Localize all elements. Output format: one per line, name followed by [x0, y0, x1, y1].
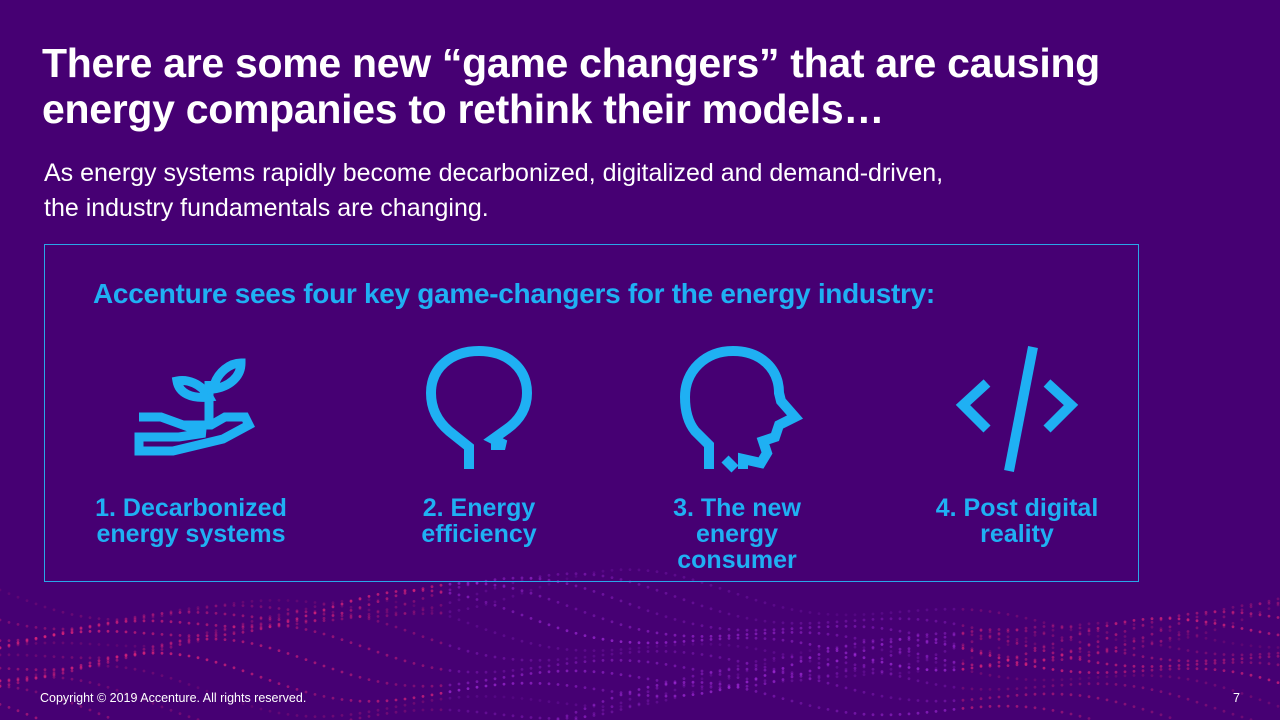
code-brackets-icon [955, 346, 1079, 472]
decorative-wave-pattern [0, 568, 1280, 720]
item-label: 4. Post digital reality [935, 494, 1099, 548]
item-label: 3. The new energy consumer [673, 494, 801, 574]
game-changer-item-1: 1. Decarbonized energy systems [61, 341, 321, 547]
game-changer-item-4: 4. Post digital reality [887, 341, 1147, 547]
lightbulb-icon [425, 345, 533, 469]
game-changer-item-2: 2. Energy efficiency [349, 341, 609, 547]
slide-title: There are some new “game changers” that … [42, 40, 1100, 132]
item-label: 2. Energy efficiency [421, 494, 537, 548]
copyright-notice: Copyright © 2019 Accenture. All rights r… [40, 691, 307, 705]
game-changer-item-3: 3. The new energy consumer [607, 341, 867, 573]
hand-sprout-icon [134, 358, 255, 456]
box-heading: Accenture sees four key game-changers fo… [93, 278, 935, 309]
game-changers-box: Accenture sees four key game-changers fo… [44, 244, 1139, 582]
slide-subtitle: As energy systems rapidly become decarbo… [44, 159, 944, 222]
item-label: 1. Decarbonized energy systems [95, 494, 287, 548]
page-number: 7 [1233, 691, 1240, 705]
head-profile-icon [679, 345, 804, 473]
